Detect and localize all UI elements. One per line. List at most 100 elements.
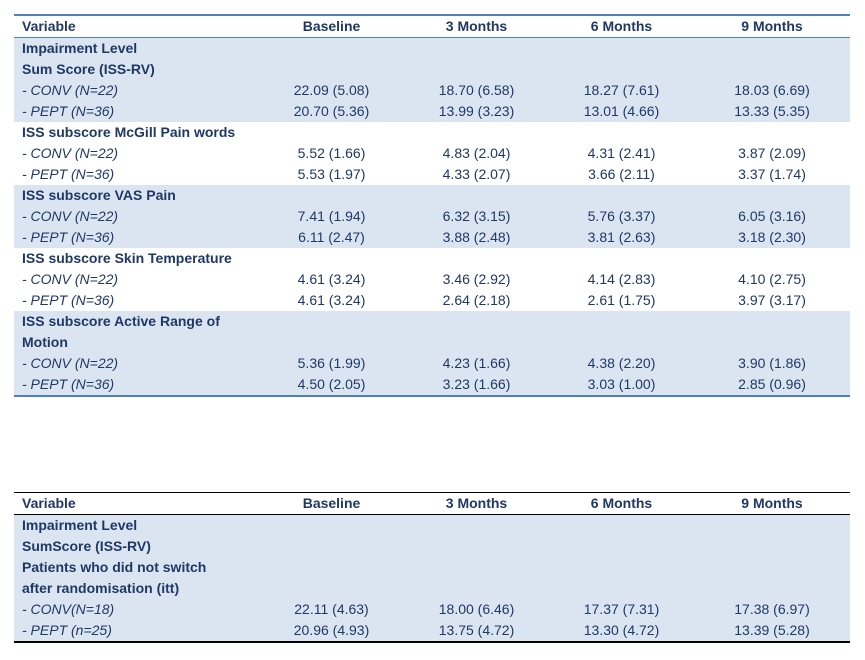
table-row: - PEPT (N=36) 5.53 (1.97) 4.33 (2.07) 3.66 … [14,164,850,185]
empty-cell [694,536,850,557]
column-header-2: 3 Months [445,495,508,511]
value-cell: 4.61 (3.24) [297,292,366,308]
row-label: - PEPT (N=36) [14,101,259,122]
value-cell: 3.87 (2.09) [738,145,806,161]
empty-cell [404,332,549,353]
header-row: Variable Baseline 3 Months 6 Months 9 Months [14,493,850,515]
value-cell: 17.37 (7.31) [549,599,694,620]
empty-cell [259,332,404,353]
empty-cell [259,536,404,557]
empty-cell [259,514,404,536]
group-title-row: SumScore (ISS-RV) [14,536,850,557]
column-header-variable: Variable [22,18,76,34]
value-cell: 4.23 (1.66) [404,353,549,374]
value-cell: 20.96 (4.93) [259,620,404,642]
value-cell: 4.14 (2.83) [587,271,656,287]
value-cell: 13.75 (4.72) [404,620,549,642]
group-title-row: Patients who did not switch [14,557,850,578]
group-title: ISS subscore VAS Pain [14,185,259,206]
value-cell: 3.66 (2.11) [588,166,655,182]
column-header-1: Baseline [302,495,361,511]
empty-cell [694,578,850,599]
group-title: Impairment Level [14,37,259,59]
empty-cell [259,248,404,269]
group-title: after randomisation (itt) [14,578,259,599]
empty-cell [549,37,694,59]
results-table-itt: Variable Baseline 3 Months 6 Months 9 Months… [14,492,850,643]
row-label: - PEPT (N=36) [22,166,115,182]
group-title-row: Motion [14,332,850,353]
column-header-4: 9 Months [741,495,803,511]
value-cell: 5.76 (3.37) [549,206,694,227]
value-cell: 18.03 (6.69) [694,80,850,101]
group-title: SumScore (ISS-RV) [14,536,259,557]
empty-cell [549,311,694,332]
table-row: - CONV (N=22) 22.09 (5.08) 18.70 (6.58) 18.… [14,80,850,101]
value-cell: 17.38 (6.97) [694,599,850,620]
value-cell: 3.90 (1.86) [694,353,850,374]
table-row: - PEPT (N=36) 4.50 (2.05) 3.23 (1.66) 3.03 … [14,374,850,396]
column-header-3: 6 Months [590,18,653,34]
group-title: Patients who did not switch [14,557,259,578]
value-cell: 5.53 (1.97) [297,166,366,182]
row-label: - CONV (N=22) [14,206,259,227]
group-title-row: Impairment Level [14,514,850,536]
group-title: ISS subscore Skin Temperature [22,250,232,266]
empty-cell [404,37,549,59]
empty-cell [694,122,850,143]
column-header-2: 3 Months [445,18,508,34]
value-cell: 3.97 (3.17) [738,292,806,308]
value-cell: 13.30 (4.72) [549,620,694,642]
value-cell: 13.99 (3.23) [404,101,549,122]
column-header-4: 9 Months [741,18,803,34]
empty-cell [404,311,549,332]
group-title: Sum Score (ISS-RV) [14,59,259,80]
empty-cell [694,557,850,578]
empty-cell [549,185,694,206]
empty-cell [694,185,850,206]
group-title: Impairment Level [14,514,259,536]
row-label: - CONV (N=22) [22,145,119,161]
value-cell: 13.39 (5.28) [694,620,850,642]
group-title-row: Sum Score (ISS-RV) [14,59,850,80]
value-cell: 5.36 (1.99) [259,353,404,374]
group-title: ISS subscore Active Range of [14,311,259,332]
value-cell: 3.46 (2.92) [442,271,511,287]
row-label: - PEPT (N=36) [22,292,115,308]
group-title: Motion [14,332,259,353]
row-label: - PEPT (n=25) [14,620,259,642]
row-label: - CONV (N=22) [14,353,259,374]
empty-cell [549,536,694,557]
value-cell: 4.31 (2.41) [587,145,656,161]
value-cell: 4.38 (2.20) [549,353,694,374]
value-cell: 18.27 (7.61) [549,80,694,101]
column-header-variable: Variable [22,495,76,511]
value-cell: 3.81 (2.63) [549,227,694,248]
row-label: - CONV(N=18) [14,599,259,620]
group-title-row: ISS subscore VAS Pain [14,185,850,206]
group-title: ISS subscore McGill Pain words [22,124,236,140]
empty-cell [549,122,694,143]
empty-cell [549,578,694,599]
empty-cell [404,185,549,206]
table-row: - PEPT (N=36) 4.61 (3.24) 2.64 (2.18) 2.61 … [14,290,850,311]
table-row: - CONV (N=22) 7.41 (1.94) 6.32 (3.15) 5.76 … [14,206,850,227]
empty-cell [694,59,850,80]
header-row: Variable Baseline 3 Months 6 Months 9 Months [14,15,850,38]
empty-cell [549,59,694,80]
group-title-row: after randomisation (itt) [14,578,850,599]
empty-cell [404,59,549,80]
value-cell: 6.05 (3.16) [694,206,850,227]
empty-cell [694,311,850,332]
table-row: - CONV (N=22) 5.52 (1.66) 4.83 (2.04) 4.31 … [14,143,850,164]
value-cell: 6.11 (2.47) [259,227,404,248]
empty-cell [404,248,549,269]
table-row: - CONV (N=22) 4.61 (3.24) 3.46 (2.92) 4.14 … [14,269,850,290]
group-title-row: ISS subscore McGill Pain words [14,122,850,143]
value-cell: 7.41 (1.94) [259,206,404,227]
empty-cell [259,311,404,332]
empty-cell [694,332,850,353]
empty-cell [259,37,404,59]
empty-cell [259,578,404,599]
value-cell: 6.32 (3.15) [404,206,549,227]
